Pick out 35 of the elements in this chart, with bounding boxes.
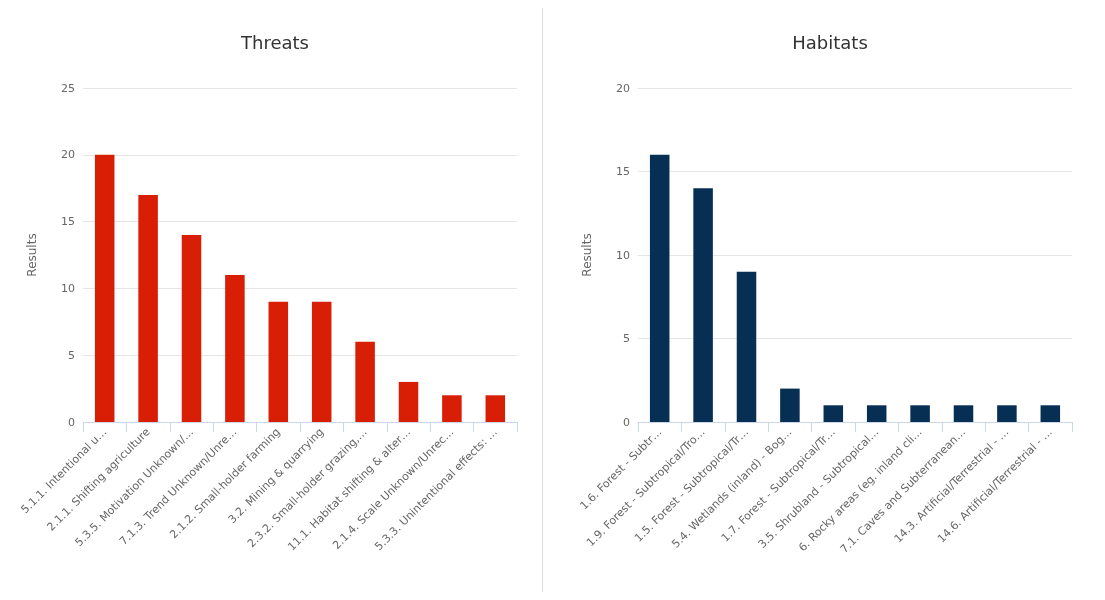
y-tick-label: 25 (61, 81, 75, 95)
y-tick-label: 5 (623, 332, 630, 345)
chart-title: Threats (240, 31, 309, 53)
y-tick-label: 10 (616, 248, 630, 262)
y-tick-label: 10 (61, 281, 75, 295)
y-tick-label: 0 (68, 415, 75, 429)
bar (910, 405, 930, 422)
bar (138, 194, 158, 422)
y-axis-title: Results (25, 233, 39, 277)
bar (780, 388, 800, 422)
y-tick-label: 20 (61, 148, 75, 162)
bar (823, 405, 844, 422)
bar (94, 154, 115, 422)
y-tick-label: 0 (623, 415, 630, 429)
bar (866, 405, 887, 422)
bar (997, 405, 1017, 422)
bar (225, 275, 245, 422)
y-tick-label: 20 (616, 81, 630, 95)
bar (398, 381, 419, 422)
y-tick-label: 5 (68, 348, 75, 362)
bar (736, 271, 757, 422)
bar (311, 301, 332, 422)
y-tick-label: 15 (616, 165, 630, 178)
bar (953, 405, 974, 422)
bar (355, 341, 375, 422)
bar (1040, 405, 1061, 422)
y-axis-title: Results (580, 233, 594, 277)
bar (442, 395, 462, 422)
bar (181, 234, 202, 422)
bar (693, 188, 713, 422)
chart-title: Habitats (792, 31, 868, 53)
y-tick-label: 15 (61, 215, 75, 229)
bar (268, 301, 289, 422)
bar (649, 154, 670, 422)
bar (485, 395, 506, 422)
